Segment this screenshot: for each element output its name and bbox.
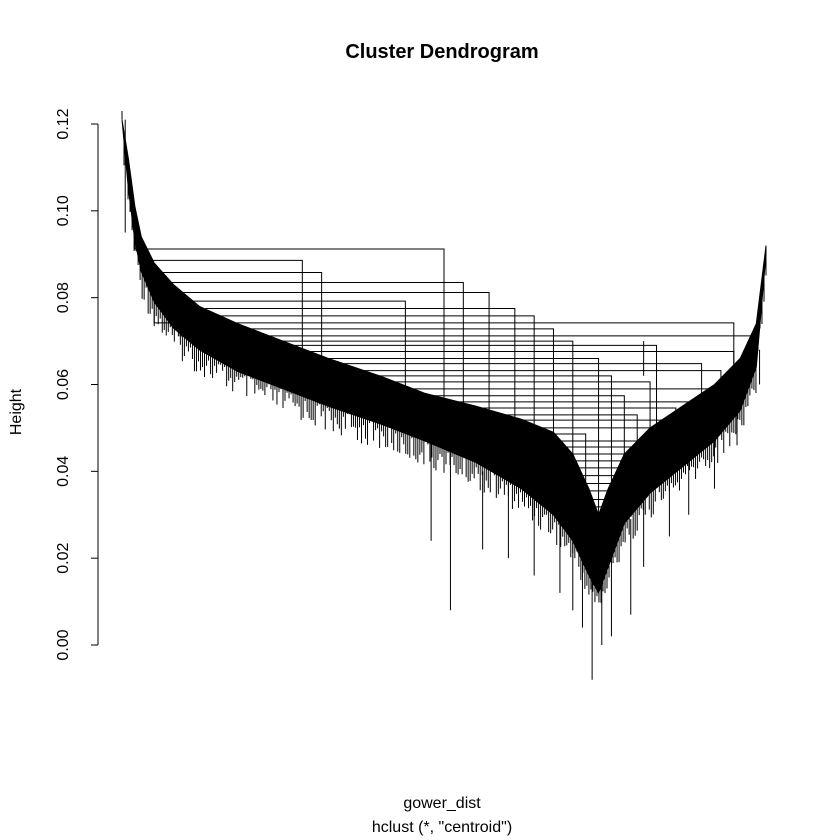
merge-branch	[179, 291, 490, 415]
y-tick-label: 0.12	[55, 108, 72, 139]
merge-branch	[585, 479, 616, 501]
y-axis: 0.00 0.02 0.04 0.06 0.08 0.10 0.12	[55, 108, 99, 661]
merge-branch	[514, 421, 645, 448]
y-tick-label: 0.10	[55, 195, 72, 226]
merge-branch	[588, 486, 612, 508]
merge-branch	[230, 325, 554, 437]
merge-branch	[443, 397, 703, 421]
merge-branch	[153, 267, 735, 370]
y-axis-label: Height	[8, 388, 25, 435]
merge-branch	[565, 451, 625, 469]
merge-branch	[250, 333, 574, 459]
merge-branch	[359, 373, 728, 390]
merge-branch	[134, 210, 445, 403]
merge-branch	[314, 357, 625, 459]
merge-branch	[533, 428, 638, 455]
y-tick-label: 0.00	[55, 629, 72, 660]
merge-branch	[411, 392, 587, 487]
merge-branch	[475, 410, 664, 429]
merge-branch	[581, 472, 619, 492]
merge-branch	[353, 371, 638, 446]
y-tick-label: 0.02	[55, 542, 72, 573]
y-tick-label: 0.06	[55, 369, 72, 400]
y-tick-label: 0.04	[55, 456, 72, 487]
merge-branch	[552, 436, 632, 462]
merge-branch	[166, 281, 464, 408]
merge-branch	[301, 352, 651, 433]
merge-branch	[179, 294, 754, 337]
dendrogram-branches	[121, 110, 767, 680]
y-tick-label: 0.08	[55, 282, 72, 313]
merge-branch	[590, 488, 611, 516]
merge-branch	[288, 347, 600, 520]
chart-title: Cluster Dendrogram	[345, 41, 538, 63]
method-sublabel: hclust (*, "centroid")	[372, 819, 512, 836]
merge-branch	[578, 465, 622, 484]
merge-branch	[198, 310, 658, 428]
merge-branch	[424, 397, 677, 415]
merge-branch	[218, 315, 535, 429]
merge-branch	[391, 385, 690, 407]
merge-branch	[205, 308, 516, 422]
merge-branch	[334, 364, 612, 487]
x-axis-label: gower_dist	[403, 795, 481, 812]
merge-branch	[495, 414, 677, 442]
merge-branch	[140, 241, 303, 353]
merge-branch	[243, 330, 703, 398]
merge-branch	[263, 337, 735, 370]
merge-branch	[308, 355, 722, 383]
